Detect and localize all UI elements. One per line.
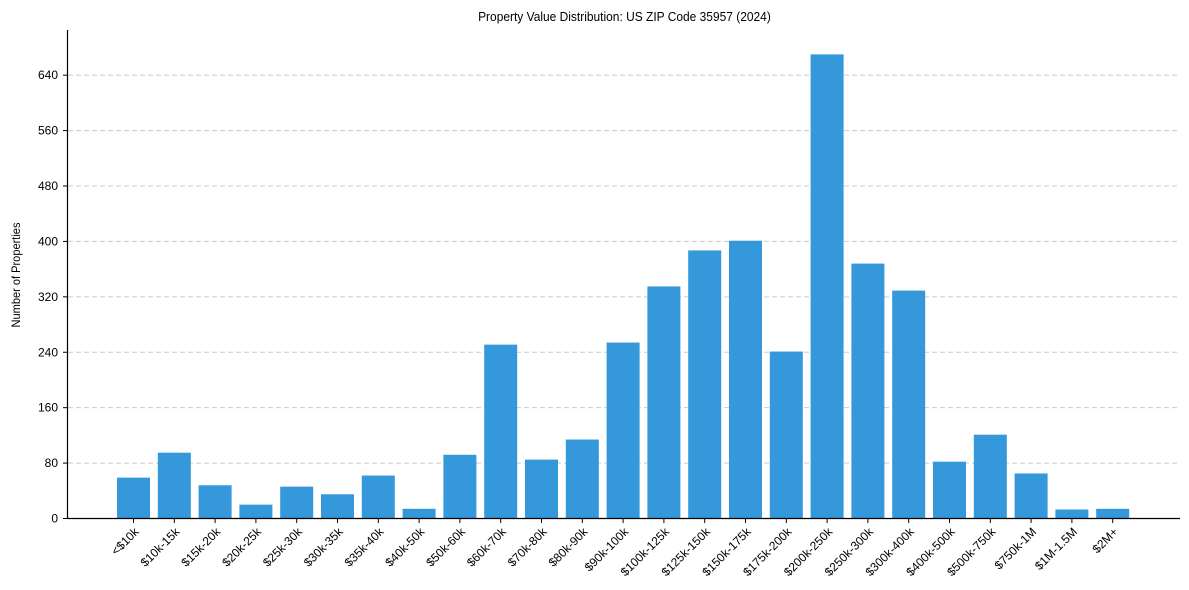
bar — [892, 290, 926, 519]
x-ticks: <$10k$10k-15k$15k-20k$20k-25k$25k-30k$30… — [108, 518, 1121, 579]
x-tick-label: $10k-15k — [138, 524, 184, 570]
x-tick-label: $750k-1M — [992, 525, 1040, 573]
bar — [1096, 508, 1130, 519]
y-tick-label: 480 — [38, 179, 58, 193]
x-tick-label: $40k-50k — [382, 524, 428, 570]
bar — [280, 486, 314, 519]
bar — [239, 504, 273, 519]
y-tick-label: 0 — [51, 512, 58, 526]
x-tick-label: $50k-60k — [423, 524, 469, 570]
bar — [1014, 473, 1048, 519]
x-tick-label: $20k-25k — [219, 524, 265, 570]
bar — [729, 240, 762, 519]
chart-title: Property Value Distribution: US ZIP Code… — [478, 9, 771, 24]
bar — [402, 508, 436, 519]
x-tick-label: $30k-35k — [301, 524, 347, 570]
bar — [647, 286, 681, 519]
bar — [769, 351, 803, 519]
x-tick-label: $60k-70k — [464, 524, 510, 570]
x-tick-label: $35k-40k — [342, 524, 388, 570]
bar — [606, 342, 640, 519]
bar — [973, 434, 1007, 519]
y-tick-label: 400 — [38, 234, 58, 248]
x-tick-label: <$10k — [108, 524, 142, 558]
x-tick-label: $15k-20k — [178, 524, 224, 570]
y-tick-label: 240 — [38, 345, 58, 359]
y-tick-label: 320 — [38, 290, 58, 304]
y-tick-label: 160 — [38, 401, 58, 415]
bar — [157, 452, 191, 519]
x-tick-label: $2M+ — [1089, 525, 1120, 556]
bar — [565, 439, 599, 519]
bar — [321, 494, 354, 519]
bar — [198, 485, 232, 519]
bar — [933, 461, 966, 519]
bar — [117, 477, 150, 519]
bars — [117, 54, 1130, 519]
bar — [851, 263, 885, 519]
bar — [361, 475, 395, 519]
bar — [443, 454, 477, 519]
y-tick-label: 80 — [45, 456, 59, 470]
y-tick-label: 640 — [38, 68, 58, 82]
bar — [1055, 509, 1089, 519]
bar — [688, 250, 722, 519]
bar — [810, 54, 844, 519]
y-ticks: 0 80 160 240 320 400 480 560 640 — [38, 68, 68, 526]
x-tick-label: $25k-30k — [260, 524, 306, 570]
bar — [484, 344, 518, 519]
bar — [525, 459, 558, 519]
x-tick-label: $70k-80k — [505, 524, 551, 570]
x-tick-label: $1M-1.5M — [1032, 525, 1080, 573]
y-tick-label: 560 — [38, 124, 58, 138]
